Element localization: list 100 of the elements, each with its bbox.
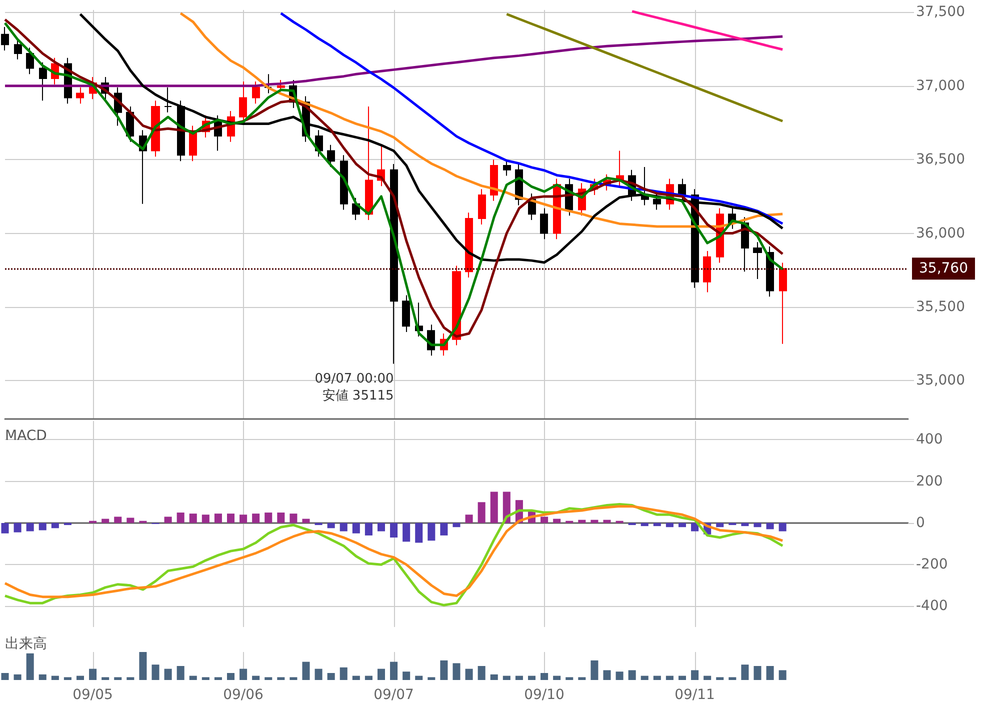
candlestick xyxy=(164,86,172,113)
y-tick-label: 37,000 xyxy=(916,78,965,94)
bar xyxy=(653,676,661,680)
bar xyxy=(64,677,72,680)
bar xyxy=(189,514,197,523)
line-series xyxy=(505,12,784,122)
bar xyxy=(264,512,272,523)
bar xyxy=(226,514,235,523)
ref-line-label: 35,760 xyxy=(919,260,968,277)
bar xyxy=(716,677,724,680)
bar xyxy=(277,677,285,680)
candlestick xyxy=(678,178,686,202)
candlestick xyxy=(39,62,47,102)
y-tick-label: 35,500 xyxy=(916,298,965,315)
candlestick xyxy=(277,80,285,92)
y-tick-label: 36,000 xyxy=(916,225,965,242)
bar xyxy=(264,677,272,680)
candlestick xyxy=(76,86,84,104)
bar xyxy=(1,673,9,680)
bar xyxy=(603,670,611,680)
bar xyxy=(590,660,598,680)
bar xyxy=(89,668,97,680)
bar xyxy=(290,514,298,523)
bar xyxy=(553,676,561,680)
bar xyxy=(364,522,372,536)
bar xyxy=(114,516,122,523)
bar xyxy=(390,662,398,680)
y-tick-label: -400 xyxy=(916,598,948,614)
bar xyxy=(540,673,548,680)
bar xyxy=(1,522,9,534)
bar xyxy=(603,520,611,523)
bar xyxy=(214,514,222,523)
candlestick xyxy=(703,250,711,293)
y-tick-label: 37,500 xyxy=(916,4,965,20)
bar xyxy=(741,522,749,526)
bar xyxy=(578,677,586,680)
bar xyxy=(402,522,410,542)
bar xyxy=(728,522,736,526)
chart-title: 出来高 xyxy=(5,636,47,652)
bar xyxy=(691,522,699,532)
bar xyxy=(754,666,762,680)
y-tick-label: -200 xyxy=(916,556,948,573)
y-tick-label: 400 xyxy=(916,432,943,448)
bar xyxy=(340,667,348,680)
bar xyxy=(189,676,197,680)
bar xyxy=(728,677,736,680)
bar xyxy=(528,676,536,680)
bar xyxy=(126,677,134,680)
bar xyxy=(164,516,172,523)
bar xyxy=(277,512,285,523)
bar xyxy=(666,676,674,680)
candlestick xyxy=(641,166,649,206)
bar xyxy=(290,677,298,680)
bar xyxy=(490,674,498,680)
bar xyxy=(778,522,786,532)
y-tick-label: 35,000 xyxy=(916,372,965,389)
bar xyxy=(352,522,360,534)
candlestick xyxy=(503,159,511,176)
bar xyxy=(302,662,310,680)
line-series xyxy=(630,10,784,51)
bar xyxy=(240,668,248,680)
bar xyxy=(302,518,310,523)
bar xyxy=(616,672,624,680)
bar xyxy=(202,677,210,680)
candlestick xyxy=(189,125,197,162)
bar xyxy=(327,522,335,528)
bar xyxy=(578,520,586,523)
bar xyxy=(590,520,598,523)
bar xyxy=(377,522,386,532)
bar xyxy=(754,522,762,528)
candlestick xyxy=(490,159,498,202)
bar xyxy=(51,676,59,680)
bar xyxy=(666,522,674,528)
bar xyxy=(415,522,423,543)
annotation: 09/07 00:00 xyxy=(314,372,394,387)
bar xyxy=(164,668,172,680)
bar xyxy=(465,514,473,523)
candlestick xyxy=(264,74,272,94)
candlestick xyxy=(779,262,787,344)
bar xyxy=(176,512,184,523)
x-tick-label: 09/11 xyxy=(674,687,715,703)
bar xyxy=(38,674,46,680)
bar xyxy=(440,522,448,536)
line-series xyxy=(280,12,784,225)
bar xyxy=(678,522,686,528)
candlestick xyxy=(653,192,661,210)
bar xyxy=(327,673,335,680)
bar xyxy=(14,522,22,532)
bar xyxy=(478,666,486,680)
bar xyxy=(314,668,322,680)
bar xyxy=(76,676,84,680)
x-tick-label: 09/05 xyxy=(72,687,113,703)
y-tick-label: 0 xyxy=(916,514,925,531)
bar xyxy=(628,522,636,526)
candlestick xyxy=(540,208,548,240)
candlestick xyxy=(365,106,373,221)
bar xyxy=(314,522,322,526)
bar xyxy=(102,677,110,680)
bar xyxy=(252,514,260,523)
bar xyxy=(566,677,574,680)
